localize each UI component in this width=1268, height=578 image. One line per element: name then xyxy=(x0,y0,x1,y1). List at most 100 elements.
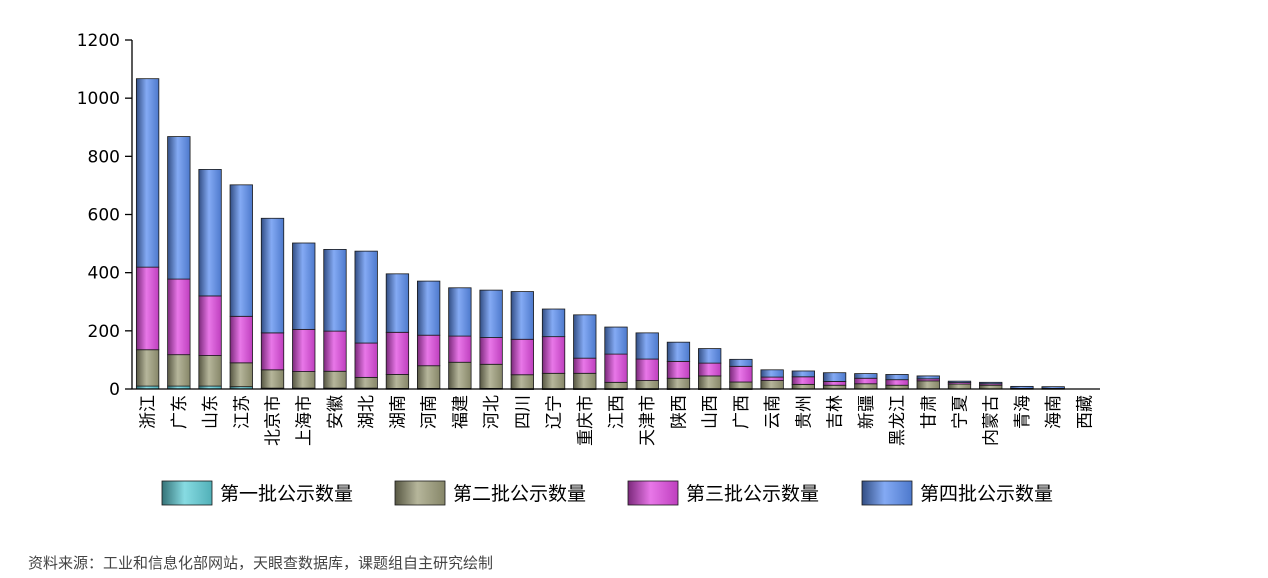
bar-segment-2 xyxy=(448,361,472,389)
legend-swatch-2 xyxy=(394,480,446,506)
bar-segment-2 xyxy=(479,363,503,389)
bar-segment-4 xyxy=(416,280,441,336)
x-tick-label: 上海市 xyxy=(295,395,315,446)
x-tick-label: 湖南 xyxy=(388,395,408,429)
bar-segment-3 xyxy=(541,336,566,374)
y-tick-label: 200 xyxy=(88,322,120,342)
bar-segment-4 xyxy=(323,248,347,332)
bar-segment-4 xyxy=(541,308,566,338)
x-tick-label: 内蒙古 xyxy=(982,395,1002,446)
x-tick-label: 安徽 xyxy=(326,395,346,429)
bar-segment-3 xyxy=(479,337,503,365)
x-tick-label: 吉林 xyxy=(826,395,846,429)
bar-segment-3 xyxy=(416,334,441,367)
stacked-bar-chart: 0 200 400 600 800 1000 1200 浙江 广东 山东 江苏 北京市 上海市 安徽 湖北… xyxy=(77,31,1100,506)
bar-segment-4 xyxy=(916,375,940,380)
x-tick-label: 河北 xyxy=(482,395,502,429)
bar-segment-3 xyxy=(635,358,659,381)
bar-segment-4 xyxy=(979,381,1003,385)
x-tick-label: 江苏 xyxy=(232,395,252,429)
bar-segment-4 xyxy=(448,287,472,337)
bar-segment-3 xyxy=(760,376,784,381)
x-tick-label: 河南 xyxy=(420,395,440,429)
bar-segment-4 xyxy=(604,326,628,355)
x-tick-label: 辽宁 xyxy=(545,395,565,429)
bar-segment-4 xyxy=(573,314,597,359)
x-tick-label: 山东 xyxy=(201,395,221,429)
bar-segment-3 xyxy=(229,315,253,364)
bar-segment-4 xyxy=(885,374,909,381)
bar-segment-4 xyxy=(260,217,285,334)
bar-segment-4 xyxy=(354,250,378,344)
x-tick-label: 海南 xyxy=(1044,395,1064,429)
x-tick-label: 青海 xyxy=(1013,395,1033,429)
x-tick-label: 天津市 xyxy=(638,395,658,446)
legend-label-3: 第三批公示数量 xyxy=(686,483,819,505)
bar-segment-3 xyxy=(385,331,410,375)
bar-segment-3 xyxy=(292,328,316,372)
y-tick-label: 600 xyxy=(88,206,120,226)
bar-segment-4 xyxy=(135,78,160,268)
bar-segment-4 xyxy=(510,291,534,340)
x-tick-label: 福建 xyxy=(451,395,471,429)
bar-segment-3 xyxy=(510,338,534,376)
bar-segment-4 xyxy=(854,373,878,379)
x-tick-label: 陕西 xyxy=(670,395,690,429)
x-tick-label: 贵州 xyxy=(794,395,814,429)
bar-segment-3 xyxy=(729,365,753,383)
bar-segment-2 xyxy=(760,380,784,390)
bar-segment-4 xyxy=(635,332,659,360)
x-tick-label: 山西 xyxy=(701,395,721,429)
legend-label-2: 第二批公示数量 xyxy=(453,483,586,505)
source-note: 资料来源：工业和信息化部网站，天眼查数据库，课题组自主研究绘制 xyxy=(28,554,494,572)
x-tick-label: 广西 xyxy=(732,395,752,429)
x-tick-label: 四川 xyxy=(513,395,533,429)
bar-segment-2 xyxy=(698,375,722,390)
bar-segment-3 xyxy=(666,360,691,379)
x-tick-label: 黑龙江 xyxy=(888,395,908,446)
y-tick-label: 800 xyxy=(88,147,120,167)
x-tick-label: 广东 xyxy=(170,395,190,429)
x-tick-label: 北京市 xyxy=(264,395,284,446)
x-tick-label: 西藏 xyxy=(1075,395,1095,429)
y-tick-label: 400 xyxy=(88,264,120,284)
x-tick-label: 宁夏 xyxy=(951,395,971,429)
bar-segment-4 xyxy=(167,136,191,280)
bar-segment-3 xyxy=(260,332,285,371)
bar-segment-4 xyxy=(791,370,815,378)
bar-segment-4 xyxy=(822,372,847,382)
legend-label-4: 第四批公示数量 xyxy=(920,483,1053,505)
bar-segment-4 xyxy=(666,341,691,362)
legend-label-1: 第一批公示数量 xyxy=(220,483,353,505)
bar-segment-4 xyxy=(385,273,410,333)
bar-segment-4 xyxy=(760,369,784,378)
bar-segment-2 xyxy=(635,380,659,390)
bar-segment-3 xyxy=(167,278,191,356)
bar-segment-4 xyxy=(292,242,316,330)
bar-segment-2 xyxy=(541,372,566,390)
bar-segment-3 xyxy=(604,353,628,383)
bar-segment-2 xyxy=(323,370,347,389)
bar-segment-3 xyxy=(885,379,909,386)
bar-segment-2 xyxy=(573,372,597,390)
bar-segment-4 xyxy=(729,358,753,367)
bar-segment-2 xyxy=(198,355,222,387)
bar-segment-2 xyxy=(260,369,285,389)
bar-segment-3 xyxy=(448,335,472,363)
bars xyxy=(135,78,1065,390)
bar-segment-2 xyxy=(385,374,410,389)
bar-segment-3 xyxy=(323,330,347,372)
bar-segment-2 xyxy=(729,381,753,390)
bar-segment-2 xyxy=(791,383,815,390)
y-tick-label: 0 xyxy=(109,380,120,400)
bar-segment-3 xyxy=(573,357,597,374)
bar-segment-2 xyxy=(604,381,628,390)
y-axis: 0 200 400 600 800 1000 1200 xyxy=(77,31,133,400)
legend-swatch-4 xyxy=(861,480,913,506)
bar-segment-4 xyxy=(1041,386,1065,389)
x-tick-label: 新疆 xyxy=(857,395,877,429)
bar-segment-3 xyxy=(791,376,815,385)
x-tick-label: 江西 xyxy=(607,395,627,429)
bar-segment-3 xyxy=(354,342,378,378)
x-tick-label: 重庆市 xyxy=(576,395,596,446)
